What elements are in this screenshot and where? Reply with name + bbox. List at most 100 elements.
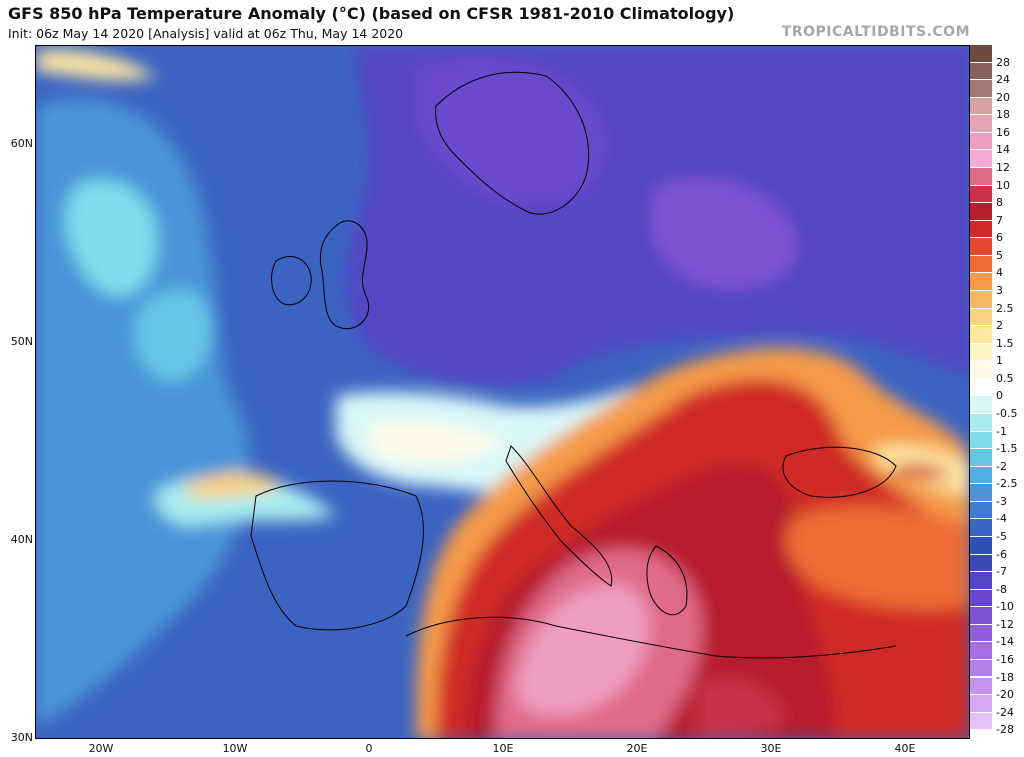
anomaly-map [35,45,970,739]
colorbar-level-label: -20 [996,688,1014,702]
colorbar-level-label: 6 [996,231,1003,245]
colorbar-cell [970,396,992,414]
lon-label-20e: 20E [626,742,648,755]
colorbar-level-label: -28 [996,723,1014,737]
colorbar-cell [970,501,992,520]
colorbar-cell [970,290,992,309]
caucasus-red-streak [896,464,951,479]
colorbar-cell [970,536,992,555]
scandinavia-deep-purple [416,56,608,206]
north-africa-coast [405,616,897,659]
central-med-light-pink-core [515,584,649,716]
colorbar-level-label: -1 [996,424,1007,438]
colorbar-level-label: -7 [996,565,1007,579]
colorbar-level-label: -14 [996,635,1014,649]
colorbar-level-label: 28 [996,55,1010,69]
lon-label-10e: 10E [492,742,514,755]
colorbar-level-label: -16 [996,652,1014,666]
colorbar-cell [970,167,992,186]
colorbar-level-label: 2.5 [996,301,1014,315]
colorbar-level-label: 24 [996,73,1010,87]
colorbar-cell [970,185,992,204]
colorbar-level-label: 12 [996,160,1010,174]
lon-label-0: 0 [365,742,373,755]
colorbar-level-label: -0.5 [996,406,1018,420]
colorbar-level-label: 10 [996,178,1010,192]
map-title: GFS 850 hPa Temperature Anomaly (°C) (ba… [8,4,735,23]
lat-label-60n: 60N [10,137,33,150]
colorbar-cell [970,150,992,168]
colorbar-cell [970,449,992,467]
greece-outline [646,545,688,616]
colorbar-cell [970,572,992,590]
atlantic-cyan-patch-south [134,289,213,382]
colorbar-level-label: -2 [996,459,1007,473]
france-cream-patch [366,421,506,463]
baltic-violet-patch [649,178,798,289]
colorbar-cell [970,624,992,643]
colorbar-cell [970,554,992,573]
colorbar-level-label: 18 [996,108,1010,122]
lon-label-10w: 10W [222,742,248,755]
colorbar-cell [970,203,992,221]
colorbar-cell [970,712,992,731]
colorbar-level-label: 3 [996,283,1003,297]
lon-label-40e: 40E [894,742,916,755]
colorbar-level-label: -3 [996,494,1007,508]
british-isles-outline [319,220,370,330]
colorbar-cell [970,45,992,63]
colorbar-cell [970,326,992,344]
colorbar-level-label: -18 [996,670,1014,684]
colorbar-level-label: 0.5 [996,371,1014,385]
colorbar-cell [970,431,992,450]
colorbar-cell [970,220,992,239]
colorbar-level-label: -12 [996,617,1014,631]
atlantic-cyan-band [65,179,158,297]
colorbar-cell [970,659,992,678]
colorbar-level-label: 5 [996,248,1003,262]
coastlines [250,71,897,659]
colorbar-cell [970,255,992,274]
colorbar-cell [970,466,992,485]
colorbar-cell [970,519,992,537]
colorbar-level-label: 0 [996,389,1003,403]
ireland-outline [271,256,312,306]
lat-label-30n: 30N [10,731,33,744]
colorbar-cell [970,413,992,432]
colorbar-cell [970,62,992,81]
colorbar-cell [970,642,992,660]
colorbar-cell [970,238,992,256]
colorbar-level-label: -6 [996,547,1007,561]
colorbar-level-label: 2 [996,319,1003,333]
colorbar [970,45,992,739]
colorbar-cell [970,484,992,502]
colorbar-level-label: -2.5 [996,477,1018,491]
lat-label-40n: 40N [10,533,33,546]
lon-label-30e: 30E [760,742,782,755]
colorbar-cell [970,97,992,116]
map-subtitle: Init: 06z May 14 2020 [Analysis] valid a… [8,26,404,41]
colorbar-cell [970,695,992,713]
colorbar-cell [970,361,992,379]
colorbar-cell [970,378,992,397]
colorbar-cell [970,343,992,362]
colorbar-cell [970,132,992,151]
colorbar-level-label: -24 [996,705,1014,719]
anomaly-field [36,46,969,738]
colorbar-level-label: -4 [996,512,1007,526]
iberia-warm-streak [186,472,286,498]
colorbar-cell [970,677,992,696]
north-africa-red-patch [696,678,786,738]
colorbar-level-label: -8 [996,582,1007,596]
italy-outline [505,445,613,587]
lat-label-50n: 50N [10,335,33,348]
colorbar-level-label: 16 [996,125,1010,139]
colorbar-cell [970,308,992,327]
colorbar-level-label: 1.5 [996,336,1014,350]
colorbar-level-label: 20 [996,90,1010,104]
colorbar-level-label: -1.5 [996,442,1018,456]
colorbar-level-label: 4 [996,266,1003,280]
black-sea-outline [782,446,897,498]
colorbar-cell [970,589,992,608]
colorbar-level-label: -10 [996,600,1014,614]
